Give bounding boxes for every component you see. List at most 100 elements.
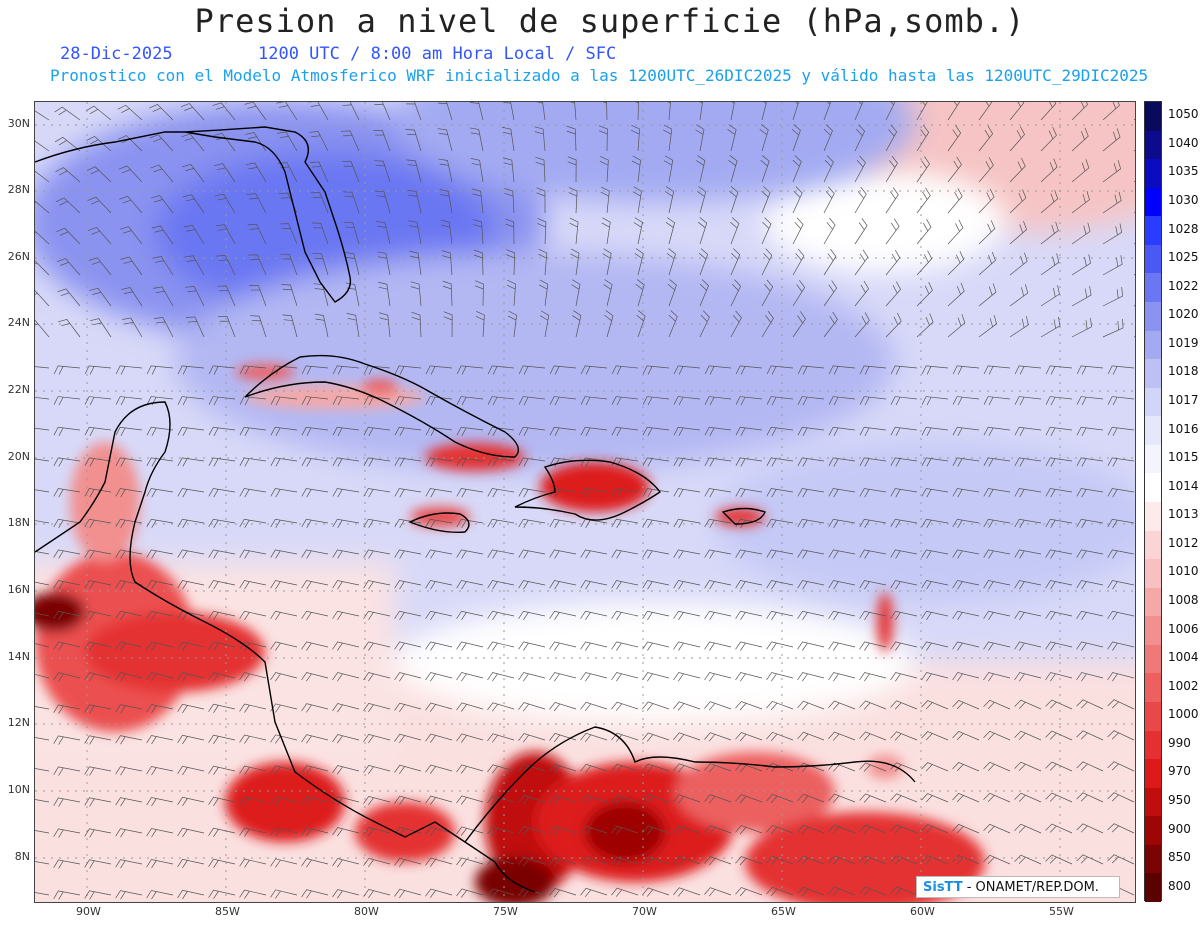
- wind-barb: [1076, 672, 1104, 682]
- wind-barb: [611, 549, 639, 559]
- wind-barb: [248, 254, 267, 276]
- lat-label-18N: 18N: [7, 516, 30, 529]
- colorbar-label: 950: [1168, 793, 1191, 807]
- wind-barb: [766, 793, 794, 804]
- wind-barb: [549, 549, 577, 559]
- wind-barb: [425, 888, 453, 898]
- wind-barb: [518, 426, 546, 436]
- wind-barb: [518, 365, 546, 375]
- wind-barb: [885, 102, 896, 121]
- wind-barb: [1009, 102, 1025, 121]
- lat-label-26N: 26N: [7, 250, 30, 263]
- wind-barb: [239, 796, 267, 806]
- wind-barb: [1040, 253, 1060, 276]
- wind-barb: [394, 857, 422, 868]
- wind-barb: [642, 763, 670, 773]
- wind-barb: [394, 580, 422, 590]
- wind-barb: [823, 249, 837, 276]
- wind-barb: [301, 765, 329, 775]
- wind-barb: [761, 279, 774, 307]
- wind-barb: [1045, 792, 1073, 803]
- lat-label-16N: 16N: [7, 583, 30, 596]
- wind-barb: [828, 396, 856, 406]
- wind-barb: [761, 102, 767, 121]
- wind-barb: [797, 549, 825, 559]
- wind-barb: [518, 580, 546, 590]
- wind-barb: [35, 799, 50, 803]
- wind-barb: [146, 735, 174, 745]
- wind-barb: [859, 762, 887, 772]
- wind-barb: [735, 887, 763, 897]
- wind-barb: [704, 488, 732, 498]
- wind-barb: [766, 396, 794, 406]
- wind-barb: [239, 672, 267, 682]
- wind-barb: [704, 549, 732, 559]
- wind-barb: [470, 158, 484, 183]
- wind-barb: [859, 426, 887, 436]
- wind-barb: [828, 886, 856, 896]
- wind-barb: [952, 762, 980, 772]
- wind-barb: [177, 396, 205, 406]
- wind-barb: [239, 610, 267, 621]
- wind-barb: [239, 396, 267, 406]
- wind-barb: [642, 549, 670, 559]
- wind-barb: [890, 580, 918, 590]
- wind-barb: [270, 426, 298, 436]
- wind-barb: [503, 157, 515, 183]
- wind-barb: [698, 248, 709, 276]
- wind-barb: [1071, 102, 1089, 121]
- lat-label-28N: 28N: [7, 183, 30, 196]
- colorbar-label: 1002: [1168, 678, 1199, 693]
- wind-barb: [301, 796, 329, 806]
- wind-barb: [1107, 488, 1135, 498]
- wind-barb: [121, 287, 143, 307]
- wind-barb: [1071, 317, 1092, 338]
- wind-barb: [854, 124, 866, 152]
- wind-barb: [115, 859, 143, 869]
- wind-barb: [346, 313, 360, 338]
- wind-barb: [1076, 426, 1104, 436]
- wind-barb: [673, 426, 701, 436]
- lat-label-8N: 8N: [14, 850, 30, 863]
- wind-barb: [735, 641, 763, 651]
- wind-barb: [1045, 761, 1073, 772]
- wind-barb: [270, 457, 298, 467]
- wind-barb: [506, 279, 516, 307]
- wind-barb: [854, 218, 868, 245]
- wind-barb: [84, 488, 112, 498]
- wind-barb: [890, 793, 918, 803]
- wind-barb: [469, 102, 484, 121]
- wind-barb: [1076, 792, 1104, 803]
- wind-barb: [828, 426, 856, 436]
- wind-barb: [89, 318, 112, 338]
- lon-label-70W: 70W: [632, 905, 657, 918]
- colorbar-segment: [1145, 187, 1161, 217]
- wind-barb: [35, 706, 50, 710]
- colorbar-segment: [1145, 530, 1161, 560]
- wind-barb: [394, 795, 422, 806]
- map-canvas: [35, 102, 1135, 902]
- wind-barb: [921, 518, 949, 529]
- wind-barb: [580, 856, 608, 867]
- wind-barb: [730, 248, 741, 276]
- wind-barb: [301, 610, 329, 621]
- wind-barb: [54, 136, 81, 152]
- wind-barb: [916, 219, 932, 245]
- wind-barb: [208, 672, 236, 682]
- wind-barb: [84, 457, 112, 467]
- wind-barb: [668, 310, 678, 338]
- wind-barb: [1045, 699, 1073, 710]
- colorbar-segment: [1145, 159, 1161, 189]
- wind-barb: [859, 549, 887, 559]
- wind-barb: [952, 518, 980, 529]
- colorbar-label: 1016: [1168, 421, 1199, 436]
- wind-barb: [549, 580, 577, 590]
- wind-barb: [332, 580, 360, 590]
- wind-barb: [425, 702, 453, 712]
- wind-barb: [53, 396, 81, 406]
- wind-barb: [270, 549, 298, 559]
- wind-barb: [603, 279, 613, 307]
- wind-barb: [518, 488, 546, 498]
- wind-barb: [549, 764, 577, 774]
- colorbar-segment: [1145, 673, 1161, 703]
